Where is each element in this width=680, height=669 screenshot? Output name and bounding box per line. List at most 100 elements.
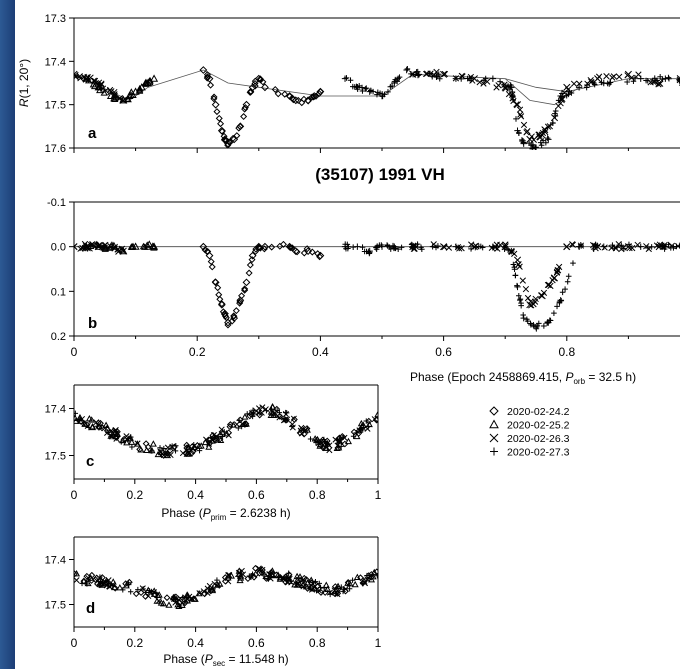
data-point-x <box>175 596 183 604</box>
data-point-triangle <box>308 584 316 591</box>
series-diamond <box>199 240 325 329</box>
data-point-plus <box>324 441 331 448</box>
data-point-x <box>513 256 522 264</box>
data-point-diamond <box>183 441 191 449</box>
data-point-x <box>108 433 115 440</box>
data-point-plus <box>666 75 672 82</box>
y-tick-label: 17.4 <box>45 555 66 567</box>
data-point-diamond <box>215 114 223 122</box>
y-axis-label: R(1, 20°) <box>17 59 31 107</box>
data-point-plus <box>517 296 524 302</box>
data-point-x <box>155 597 162 604</box>
data-point-diamond <box>308 248 316 256</box>
data-point-diamond <box>273 405 281 413</box>
data-point-triangle <box>74 417 80 424</box>
x-tick-label: 0.2 <box>126 488 143 502</box>
data-point-x <box>544 123 552 130</box>
data-point-x <box>657 80 664 87</box>
data-point-diamond <box>268 243 276 251</box>
data-point-plus <box>497 78 503 85</box>
chart-panel-a: 17.3 17.4 17.5 17.6 a R(1, 20°) <box>17 13 680 155</box>
data-point-x <box>524 294 532 302</box>
data-point-plus <box>626 241 632 248</box>
data-point-plus <box>545 136 552 143</box>
data-point-x <box>516 106 524 113</box>
y-tick-label: 17.3 <box>45 13 66 25</box>
data-point-plus <box>632 75 638 81</box>
data-point-triangle <box>374 410 378 418</box>
data-point-plus <box>534 323 541 329</box>
data-point-x <box>157 449 164 456</box>
data-point-plus <box>327 591 333 598</box>
data-point-x <box>111 91 118 98</box>
data-point-plus <box>413 69 420 75</box>
data-point-plus <box>395 246 401 252</box>
data-point-triangle <box>74 570 81 577</box>
data-point-triangle <box>137 83 146 91</box>
data-point-diamond <box>341 440 349 448</box>
data-point-plus <box>86 424 92 431</box>
data-point-x <box>111 88 118 96</box>
data-point-x <box>77 75 84 82</box>
data-point-x <box>558 96 565 104</box>
data-point-plus <box>645 245 651 251</box>
x-tick-label: 0.4 <box>187 488 204 502</box>
chart-panel-b: -0.1 0.0 0.1 0.2 0 0.2 0.4 0.6 0.8 b Phase (Epoch … <box>47 197 680 386</box>
data-point-diamond <box>211 100 220 109</box>
data-point-x <box>441 243 448 251</box>
data-point-triangle <box>293 581 301 588</box>
data-point-diamond <box>291 96 300 105</box>
data-point-triangle <box>124 95 132 103</box>
data-point-diamond <box>241 285 249 293</box>
data-point-plus <box>415 71 423 78</box>
data-point-plus <box>482 75 489 82</box>
data-point-triangle <box>154 591 162 598</box>
data-point-plus <box>528 322 534 328</box>
data-point-x <box>284 579 291 586</box>
data-point-plus <box>316 580 323 587</box>
data-point-triangle <box>119 246 128 255</box>
data-point-triangle <box>223 429 231 437</box>
data-point-plus <box>363 418 369 424</box>
data-point-plus <box>555 97 562 104</box>
data-point-x <box>361 580 369 587</box>
data-point-x <box>262 406 269 413</box>
data-point-x <box>458 245 465 252</box>
data-point-plus <box>435 243 441 249</box>
data-point-plus <box>84 581 90 587</box>
data-point-triangle <box>159 600 168 607</box>
data-point-plus <box>157 445 163 451</box>
data-point-plus <box>514 282 520 289</box>
data-point-triangle <box>335 437 343 444</box>
data-point-plus <box>285 570 292 576</box>
x-axis-label-suffix: = 32.5 h) <box>585 370 636 384</box>
data-point-plus <box>520 314 527 322</box>
y-tick-label: 17.5 <box>45 100 66 112</box>
data-point-plus <box>468 246 474 252</box>
data-point-plus <box>558 297 565 304</box>
y-axis-label-rest: (1, 20°) <box>17 59 31 98</box>
data-point-diamond <box>230 314 239 323</box>
data-point-triangle <box>139 242 148 250</box>
x-axis-label-sub: prim <box>211 513 227 522</box>
data-point-triangle <box>205 443 213 450</box>
data-point-plus <box>216 583 222 589</box>
data-point-diamond <box>334 435 342 443</box>
data-point-x <box>119 96 127 104</box>
data-point-plus <box>345 245 351 252</box>
data-point-x <box>119 247 127 255</box>
data-point-diamond <box>357 574 364 582</box>
data-point-diamond <box>251 247 259 255</box>
data-point-plus <box>94 423 100 429</box>
data-point-plus <box>657 73 663 80</box>
data-point-plus <box>214 577 220 583</box>
data-point-x <box>516 263 523 270</box>
data-point-triangle <box>150 242 159 250</box>
data-point-x <box>595 73 603 80</box>
data-point-triangle <box>195 589 203 597</box>
data-point-plus <box>161 445 167 452</box>
data-point-triangle <box>353 432 361 440</box>
data-point-diamond <box>216 295 224 303</box>
y-tick-label: -0.1 <box>47 197 66 209</box>
data-point-plus <box>373 246 380 253</box>
